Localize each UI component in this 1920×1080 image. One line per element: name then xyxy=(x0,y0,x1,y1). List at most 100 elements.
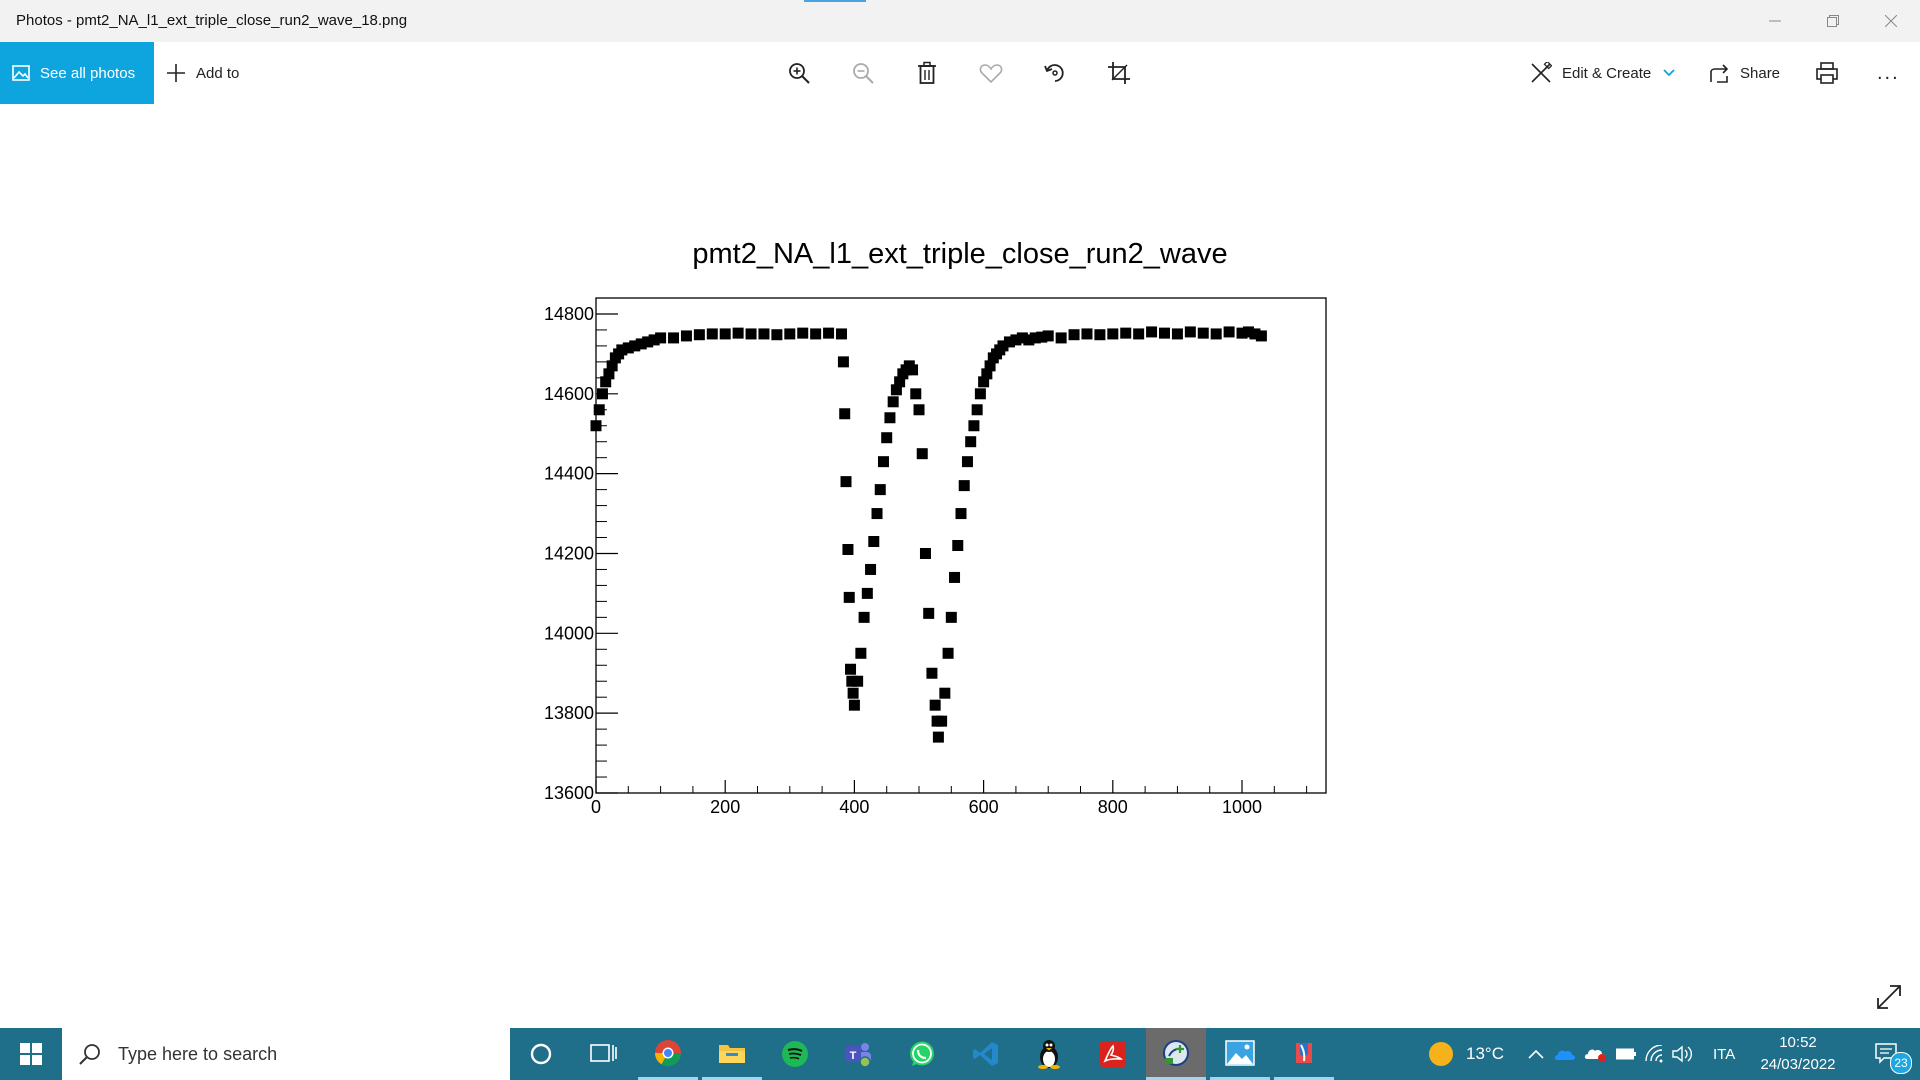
notifications-button[interactable]: 23 xyxy=(1864,1028,1912,1080)
photos-icon xyxy=(1225,1039,1255,1066)
volume-tray-button[interactable] xyxy=(1672,1028,1694,1080)
vscode-app[interactable] xyxy=(956,1028,1016,1080)
data-point xyxy=(837,356,849,368)
zoom-out-button[interactable] xyxy=(849,59,877,87)
data-point xyxy=(1236,327,1248,339)
data-point xyxy=(1003,336,1015,348)
teams-app[interactable]: T xyxy=(828,1028,888,1080)
onedrive-tray-button[interactable] xyxy=(1554,1028,1576,1080)
data-point xyxy=(840,476,852,488)
minimize-button[interactable] xyxy=(1746,0,1804,42)
see-all-photos-label: See all photos xyxy=(40,64,136,82)
rotate-button[interactable] xyxy=(1041,59,1069,87)
language-tray-button[interactable]: ITA xyxy=(1713,1028,1735,1080)
delete-button[interactable] xyxy=(913,59,941,87)
speaker-icon xyxy=(1672,1045,1692,1063)
data-point xyxy=(1242,326,1254,338)
linux-app[interactable] xyxy=(1019,1028,1079,1080)
show-hidden-icons-button[interactable] xyxy=(1528,1028,1544,1080)
edit-create-button[interactable]: Edit & Create xyxy=(1530,42,1675,104)
y-tick-label: 13800 xyxy=(544,703,594,723)
snipping-app[interactable] xyxy=(1274,1028,1334,1080)
chrome-app[interactable] xyxy=(638,1028,698,1080)
scatter-chart: 0 200 400 600 800 1000 13600 13800 14000 14200 144… xyxy=(544,297,1327,817)
data-point xyxy=(865,563,877,575)
data-point xyxy=(955,508,967,520)
full-screen-button[interactable] xyxy=(1874,982,1904,1012)
data-point xyxy=(952,540,964,551)
data-point xyxy=(606,360,618,372)
task-view-button[interactable] xyxy=(574,1028,634,1080)
data-point xyxy=(1133,328,1145,340)
data-point xyxy=(680,330,692,342)
zoom-in-button[interactable] xyxy=(785,59,813,87)
svg-text:T: T xyxy=(850,1050,857,1062)
crop-button[interactable] xyxy=(1105,59,1133,87)
spotify-app[interactable] xyxy=(765,1028,825,1080)
data-point xyxy=(843,591,855,603)
search-input[interactable] xyxy=(116,1042,480,1066)
cloud-error-icon xyxy=(1584,1049,1606,1062)
data-point xyxy=(1223,326,1235,338)
data-point xyxy=(1184,326,1196,338)
data-point xyxy=(1081,328,1093,340)
photos-app[interactable] xyxy=(1210,1028,1270,1080)
wifi-tray-button[interactable] xyxy=(1644,1028,1664,1080)
data-point xyxy=(852,675,864,687)
data-point xyxy=(881,432,893,444)
zoom-in-icon xyxy=(789,63,810,84)
notification-count-badge: 23 xyxy=(1890,1052,1912,1074)
data-point xyxy=(839,408,851,420)
start-button[interactable] xyxy=(0,1028,62,1080)
cortana-button[interactable] xyxy=(511,1028,571,1080)
x-tick-label: 800 xyxy=(1098,797,1128,817)
clock-button[interactable]: 10:52 24/03/2022 xyxy=(1748,1028,1848,1080)
data-point xyxy=(1010,334,1022,346)
add-to-button[interactable]: Add to xyxy=(166,42,239,104)
data-point xyxy=(971,404,983,416)
battery-tray-button[interactable] xyxy=(1616,1028,1636,1080)
see-all-photos-button[interactable]: See all photos xyxy=(0,42,154,104)
data-point xyxy=(848,699,860,711)
x-tick-label: 1000 xyxy=(1222,797,1262,817)
data-point xyxy=(1068,329,1080,341)
data-point xyxy=(1158,327,1170,339)
add-to-label: Add to xyxy=(196,64,240,82)
data-point xyxy=(877,456,889,468)
print-button[interactable] xyxy=(1813,59,1841,87)
close-button[interactable] xyxy=(1862,0,1920,42)
data-point xyxy=(622,342,634,354)
taskbar-search[interactable] xyxy=(62,1028,510,1080)
title-bar: Photos - pmt2_NA_l1_ext_triple_close_run… xyxy=(0,0,1920,42)
data-point xyxy=(945,611,957,623)
data-point xyxy=(635,338,647,350)
data-point xyxy=(845,663,857,675)
minimize-icon xyxy=(1769,20,1781,22)
whatsapp-icon xyxy=(910,1041,934,1066)
restore-button[interactable] xyxy=(1804,0,1862,42)
data-point xyxy=(858,611,870,623)
data-point xyxy=(884,412,896,424)
data-point xyxy=(1055,332,1067,344)
data-point xyxy=(1171,328,1183,340)
share-button[interactable]: Share xyxy=(1708,42,1780,104)
onedrive-status-tray-button[interactable] xyxy=(1584,1028,1608,1080)
data-point xyxy=(1036,331,1048,343)
data-point xyxy=(910,388,922,400)
acrobat-app[interactable] xyxy=(1083,1028,1143,1080)
data-point xyxy=(771,329,783,341)
data-point xyxy=(847,687,859,699)
more-options-button[interactable]: ... xyxy=(1877,42,1900,104)
root-app[interactable] xyxy=(1146,1028,1206,1080)
favorite-button[interactable] xyxy=(977,59,1005,87)
file-explorer-app[interactable] xyxy=(702,1028,762,1080)
share-icon xyxy=(1710,64,1729,83)
data-point xyxy=(823,327,835,339)
data-point xyxy=(919,547,931,559)
data-point xyxy=(913,404,925,416)
weather-widget[interactable]: 13°C xyxy=(1428,1028,1504,1080)
whatsapp-app[interactable] xyxy=(892,1028,952,1080)
data-point xyxy=(861,587,873,599)
data-point xyxy=(1146,326,1158,338)
share-label: Share xyxy=(1740,64,1781,82)
